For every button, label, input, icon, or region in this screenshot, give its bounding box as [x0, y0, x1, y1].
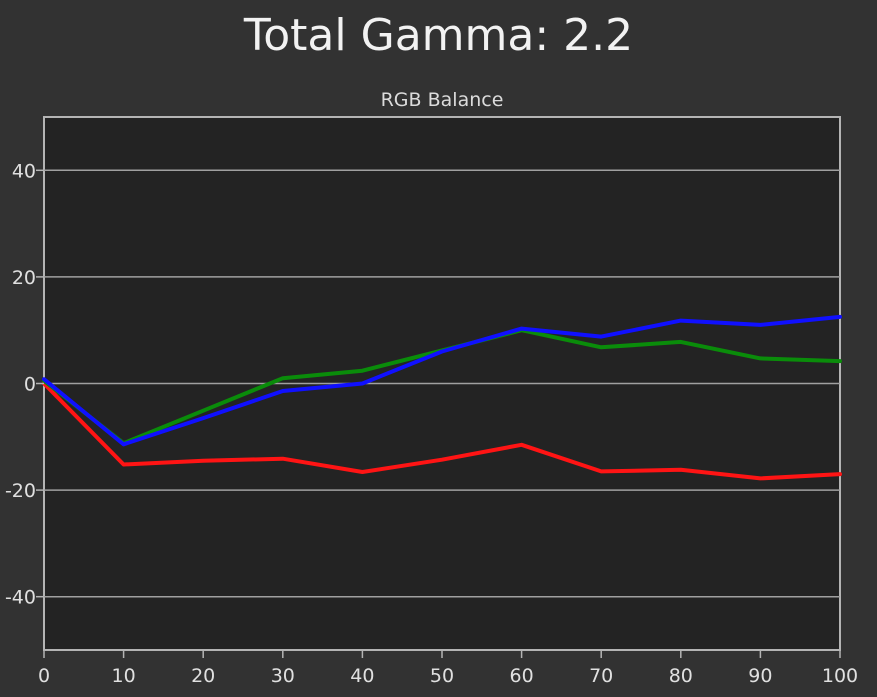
y-tick-label: 20 [12, 267, 36, 289]
x-tick-label: 80 [669, 665, 693, 687]
series-lines [42, 314, 842, 481]
y-axis-ticks: -40 -20 0 20 40 [5, 160, 44, 609]
series-line-2 [42, 314, 842, 447]
chart-title: RGB Balance [380, 89, 504, 111]
series-line-0 [42, 381, 842, 481]
x-tick-label: 20 [191, 665, 215, 687]
x-tick-label: 50 [430, 665, 454, 687]
y-tick-label: 40 [12, 160, 36, 182]
y-tick-label: -40 [5, 587, 36, 609]
x-tick-label: 90 [748, 665, 772, 687]
y-tick-label: -20 [5, 480, 36, 502]
gridlines [44, 169, 840, 598]
x-tick-label: 100 [822, 665, 858, 687]
y-tick-label: 0 [24, 374, 36, 396]
x-tick-label: 0 [38, 665, 50, 687]
x-tick-label: 70 [589, 665, 613, 687]
page-title: Total Gamma: 2.2 [243, 10, 634, 61]
x-tick-label: 30 [271, 665, 295, 687]
x-axis-ticks: 0 10 20 30 40 50 60 70 80 90 100 [38, 650, 858, 687]
x-tick-label: 10 [112, 665, 136, 687]
x-tick-label: 40 [350, 665, 374, 687]
x-tick-label: 60 [510, 665, 534, 687]
